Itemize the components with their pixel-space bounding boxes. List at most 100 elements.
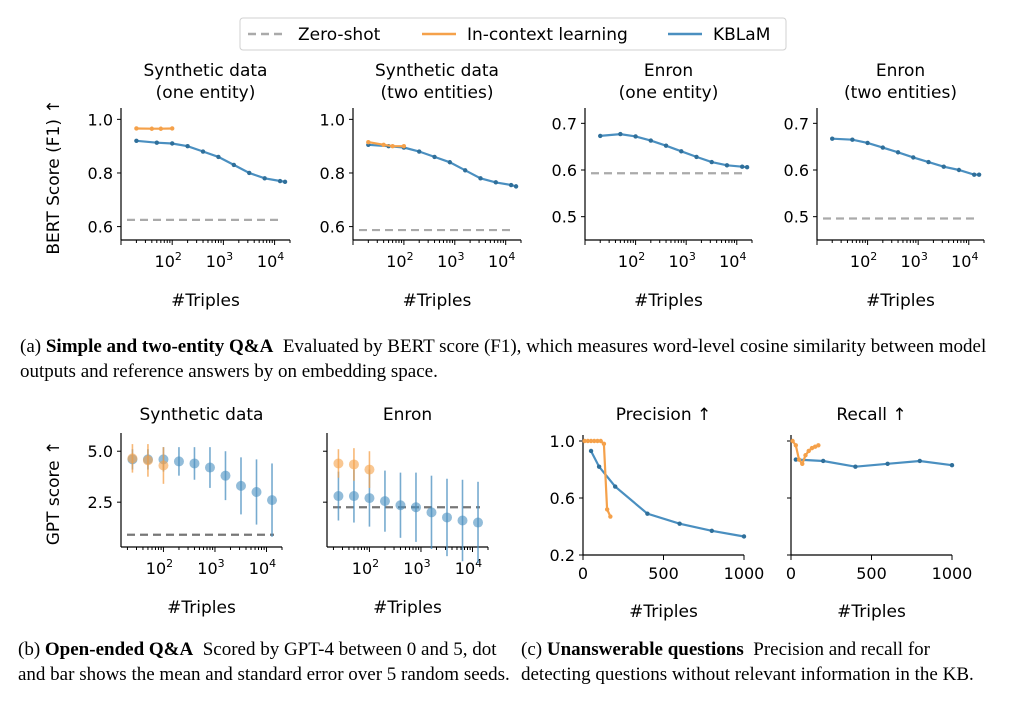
- x-tick-base: 10: [850, 252, 870, 271]
- data-point: [514, 184, 518, 188]
- data-point: [598, 134, 602, 138]
- data-point: [283, 180, 287, 184]
- data-point: [473, 518, 483, 528]
- chart-title: Synthetic data: [140, 405, 264, 425]
- x-tick-label: 102: [146, 557, 173, 578]
- data-point: [364, 493, 374, 503]
- data-point: [170, 141, 174, 145]
- chart-title: (two entities): [844, 83, 957, 103]
- data-point: [710, 160, 714, 164]
- x-tick-exp: 3: [689, 250, 696, 263]
- y-tick-label: 0.8: [88, 164, 113, 183]
- x-axis-label: #Triples: [167, 598, 236, 618]
- x-tick-label: 102: [850, 250, 877, 271]
- x-tick-label: 103: [437, 250, 464, 271]
- legend-label-1: In-context learning: [467, 25, 628, 45]
- x-axis-label: #Triples: [866, 291, 935, 311]
- data-point: [463, 168, 467, 172]
- series-kblam: [830, 137, 981, 177]
- data-point: [395, 500, 405, 510]
- x-tick-base: 10: [437, 252, 457, 271]
- series-kblam: [366, 143, 518, 189]
- data-point: [602, 442, 606, 446]
- y-tick-label: 1.0: [550, 432, 575, 451]
- y-tick-label: 0.6: [88, 218, 113, 237]
- data-point: [790, 439, 794, 443]
- data-point: [942, 165, 946, 169]
- x-tick-exp: 3: [921, 250, 928, 263]
- data-point: [853, 464, 857, 468]
- data-point: [158, 460, 168, 470]
- chart-title: Recall ↑: [836, 405, 906, 425]
- data-point: [725, 163, 729, 167]
- data-point: [881, 145, 885, 149]
- data-point: [185, 144, 189, 148]
- data-point: [252, 487, 262, 497]
- data-point: [432, 155, 436, 159]
- x-tick-label: 103: [206, 250, 233, 271]
- x-tick-label: 0: [786, 564, 796, 583]
- data-point: [816, 443, 820, 447]
- y-tick-label: 5.0: [88, 442, 113, 461]
- x-tick-label: 102: [618, 250, 645, 271]
- data-point: [509, 183, 513, 187]
- chart-title: Enron: [876, 61, 925, 81]
- data-point: [174, 456, 184, 466]
- data-point: [803, 453, 807, 457]
- x-tick-label: 103: [901, 250, 928, 271]
- data-point: [159, 127, 163, 131]
- data-point: [800, 462, 804, 466]
- x-tick-label: 103: [669, 250, 696, 271]
- y-axis-label: GPT score ↑: [44, 441, 64, 546]
- x-tick-base: 10: [155, 252, 175, 271]
- data-point: [977, 172, 981, 176]
- x-axis-label: #Triples: [373, 598, 442, 618]
- x-tick-label: 102: [386, 250, 413, 271]
- caption-b-bold: Open-ended Q&A: [45, 639, 193, 660]
- x-tick-base: 10: [206, 252, 226, 271]
- data-point: [740, 165, 744, 169]
- series-kblam: [794, 457, 955, 469]
- y-tick-label: 1.0: [88, 110, 113, 129]
- x-tick-label: 104: [951, 250, 978, 271]
- y-tick-label: 1.0: [320, 110, 345, 129]
- y-tick-label: 0.7: [552, 114, 577, 133]
- x-tick-label: 1000: [932, 564, 973, 583]
- caption-a-bold: Simple and two-entity Q&A: [46, 336, 273, 357]
- x-axis-label: #Triples: [634, 291, 703, 311]
- x-axis-label: #Triples: [837, 602, 906, 622]
- data-point: [220, 471, 230, 481]
- series-line: [136, 141, 285, 182]
- data-point: [349, 491, 359, 501]
- y-tick-label: 0.2: [550, 546, 575, 565]
- data-point: [390, 144, 394, 148]
- data-point: [918, 459, 922, 463]
- x-tick-base: 10: [901, 252, 921, 271]
- y-tick-label: 2.5: [88, 493, 113, 512]
- x-tick-exp: 3: [457, 250, 464, 263]
- data-point: [155, 140, 159, 144]
- data-point: [366, 140, 370, 144]
- data-point: [679, 149, 683, 153]
- y-tick-label: 0.5: [784, 208, 809, 227]
- data-point: [267, 495, 277, 505]
- data-point: [830, 137, 834, 141]
- x-tick-exp: 2: [166, 557, 173, 570]
- y-tick-label: 0.5: [552, 208, 577, 227]
- y-tick-label: 0.8: [320, 164, 345, 183]
- x-tick-exp: 4: [971, 250, 978, 263]
- chart-title: Synthetic data: [144, 61, 268, 81]
- series-kblam: [589, 449, 746, 539]
- data-point: [821, 459, 825, 463]
- data-point: [448, 160, 452, 164]
- data-point: [972, 172, 976, 176]
- data-point: [201, 149, 205, 153]
- caption-c: (c) Unanswerable questions Precision and…: [521, 637, 1001, 687]
- x-tick-base: 10: [146, 559, 166, 578]
- caption-a: (a) Simple and two-entity Q&A Evaluated …: [20, 334, 1005, 384]
- x-tick-label: 500: [648, 564, 679, 583]
- series-kblam: [134, 139, 287, 184]
- x-tick-base: 10: [249, 559, 269, 578]
